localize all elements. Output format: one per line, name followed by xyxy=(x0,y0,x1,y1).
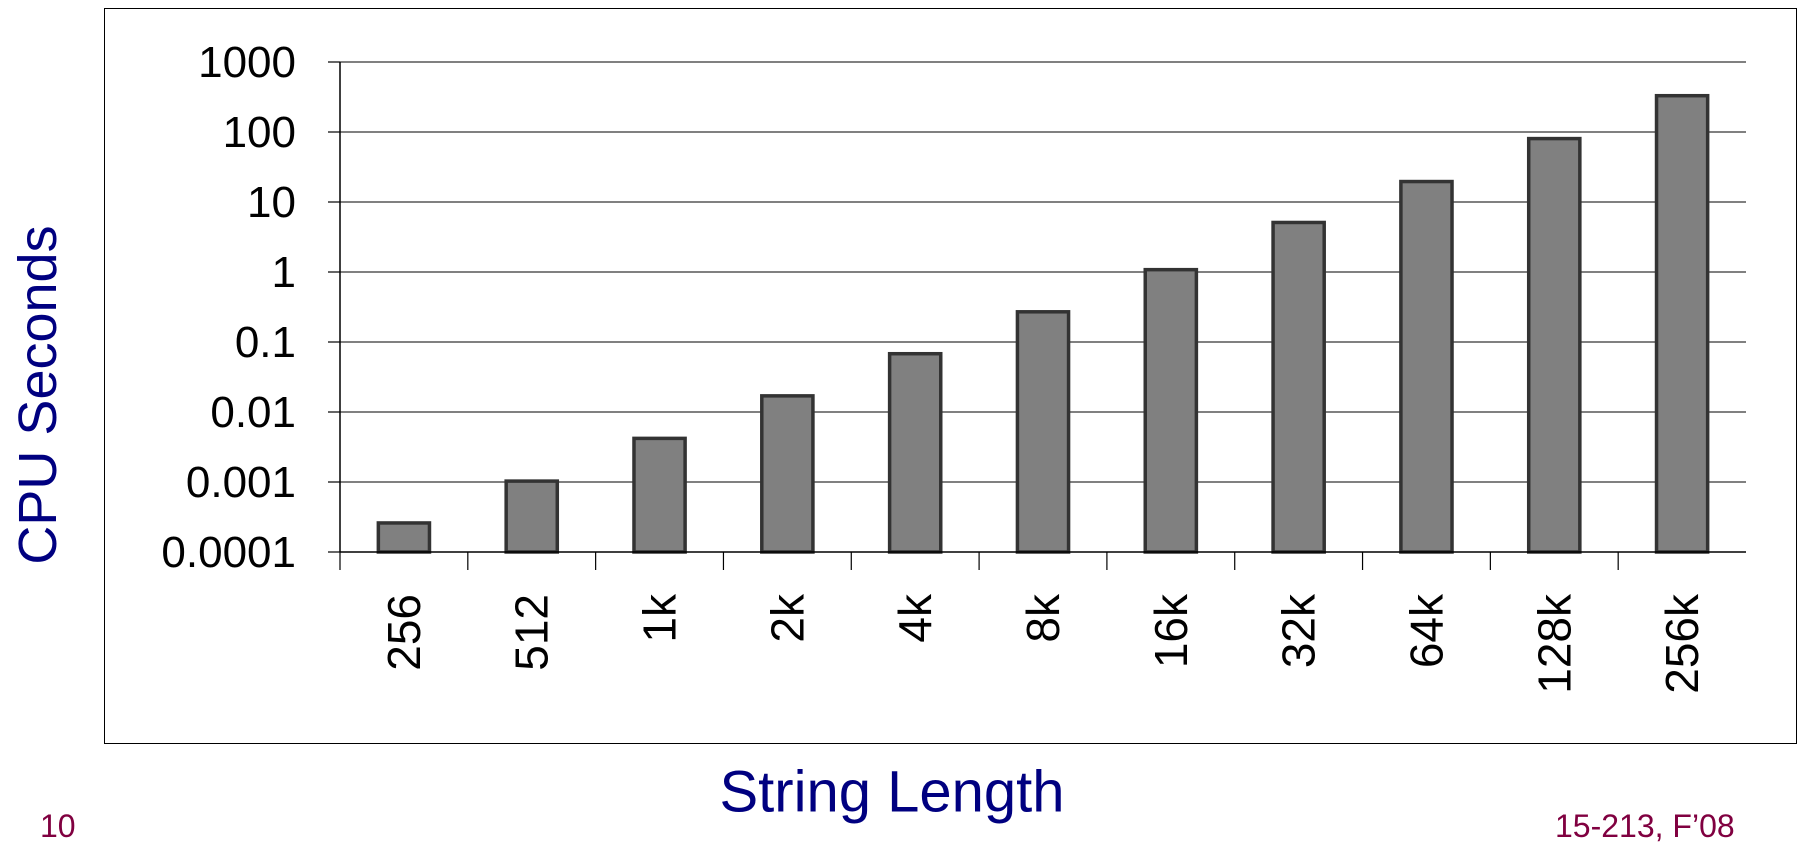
course-label: 15-213, F’08 xyxy=(1555,808,1735,844)
bar-chart: 0.0001 0.001 0.01 0.1 1 10 100 1000 256 512 1k 2k 4… xyxy=(161,38,1746,694)
bar xyxy=(1654,93,1710,554)
x-tick-label: 32k xyxy=(1273,593,1325,668)
y-tick-label: 100 xyxy=(223,108,296,157)
bar xyxy=(632,436,687,554)
bar xyxy=(1399,179,1454,554)
x-tick-label: 512 xyxy=(506,594,558,671)
x-tick-label: 128k xyxy=(1528,593,1580,694)
bar xyxy=(1526,136,1582,554)
x-tick-labels: 256 512 1k 2k 4k 8k 16k 32k 64k 128k 256k xyxy=(378,593,1708,694)
axes xyxy=(328,61,1746,570)
x-tick-label: 4k xyxy=(889,593,941,643)
y-tick-label: 1000 xyxy=(198,38,296,87)
chart-frame xyxy=(104,8,1797,744)
bar xyxy=(376,521,432,554)
x-tick-label: 256k xyxy=(1656,593,1708,694)
x-tick-label: 64k xyxy=(1400,593,1452,668)
y-tick-label: 1 xyxy=(272,248,296,297)
y-tick-label: 0.0001 xyxy=(161,528,296,577)
x-tick-label: 2k xyxy=(761,593,813,643)
bar xyxy=(1015,310,1071,554)
bar xyxy=(887,351,943,554)
bars xyxy=(376,93,1710,554)
slide-number: 10 xyxy=(40,808,76,844)
x-tick-label: 16k xyxy=(1145,593,1197,668)
y-tick-label: 10 xyxy=(247,178,296,227)
bar xyxy=(1143,267,1199,554)
x-tick-label: 1k xyxy=(634,593,686,643)
x-axis-label: String Length xyxy=(719,759,1065,825)
y-tick-label: 0.001 xyxy=(186,458,296,507)
x-tick-label: 256 xyxy=(378,594,430,671)
bar xyxy=(760,394,815,554)
y-tick-label: 0.01 xyxy=(210,388,296,437)
y-tick-labels: 0.0001 0.001 0.01 0.1 1 10 100 1000 xyxy=(161,38,296,577)
x-tick-label: 8k xyxy=(1017,593,1069,643)
y-axis-label: CPU Seconds xyxy=(8,225,68,565)
bar xyxy=(1271,220,1326,554)
bar xyxy=(504,479,560,554)
y-tick-label: 0.1 xyxy=(235,318,296,367)
